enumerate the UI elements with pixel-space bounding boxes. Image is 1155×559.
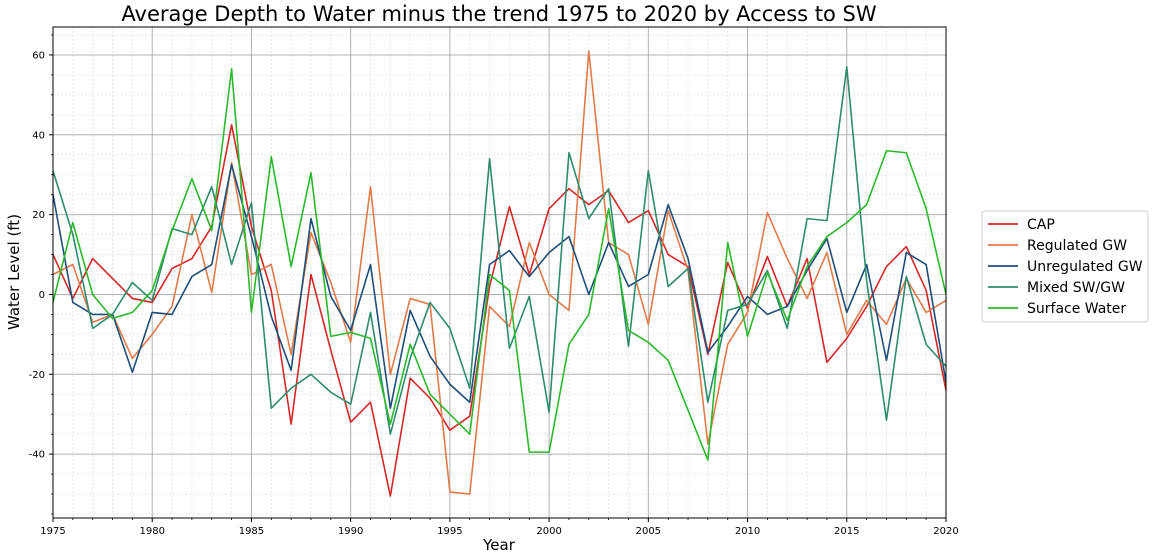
x-tick-label: 2000 [536, 526, 561, 537]
x-tick-label: 1985 [239, 526, 264, 537]
legend: CAP Regulated GW Unregulated GW Mixed SW/GW… [981, 210, 1149, 323]
y-axis: -40 -20 0 20 40 60 [29, 34, 53, 515]
series-line-mixed-sw-gw [52, 66, 947, 435]
x-tick-label: 2010 [735, 526, 760, 537]
y-tick-label: 20 [32, 210, 45, 221]
x-axis-label: Year [482, 536, 516, 554]
y-tick-label: -40 [29, 450, 45, 461]
y-tick-label: 40 [32, 130, 45, 141]
legend-label: CAP [1027, 217, 1055, 233]
legend-box [981, 210, 1149, 323]
series-lines [52, 50, 947, 497]
x-tick-label: 1990 [338, 526, 363, 537]
legend-label: Unregulated GW [1027, 259, 1143, 275]
plot-frame [52, 26, 947, 519]
x-axis: 1975 1980 1985 1990 1995 2000 2005 2010 2015 2020 [40, 518, 959, 537]
plot-background [53, 27, 946, 518]
x-tick-label: 1975 [40, 526, 65, 537]
series-line-regulated-gw [52, 50, 947, 495]
x-tick-label: 2005 [636, 526, 661, 537]
y-tick-label: 0 [39, 290, 45, 301]
major-grid [52, 27, 947, 518]
legend-label: Surface Water [1027, 301, 1126, 317]
series-line-surface-water [52, 68, 947, 461]
x-tick-label: 2015 [834, 526, 859, 537]
legend-label: Regulated GW [1027, 238, 1127, 254]
y-tick-label: -20 [29, 370, 45, 381]
y-axis-label: Water Level (ft) [5, 214, 23, 330]
x-tick-label: 1995 [437, 526, 462, 537]
minor-grid [53, 27, 946, 518]
y-tick-label: 60 [32, 50, 45, 61]
x-tick-label: 1980 [139, 526, 164, 537]
x-tick-label: 2020 [933, 526, 958, 537]
chart-title: Average Depth to Water minus the trend 1… [121, 2, 876, 26]
legend-label: Mixed SW/GW [1027, 280, 1125, 296]
